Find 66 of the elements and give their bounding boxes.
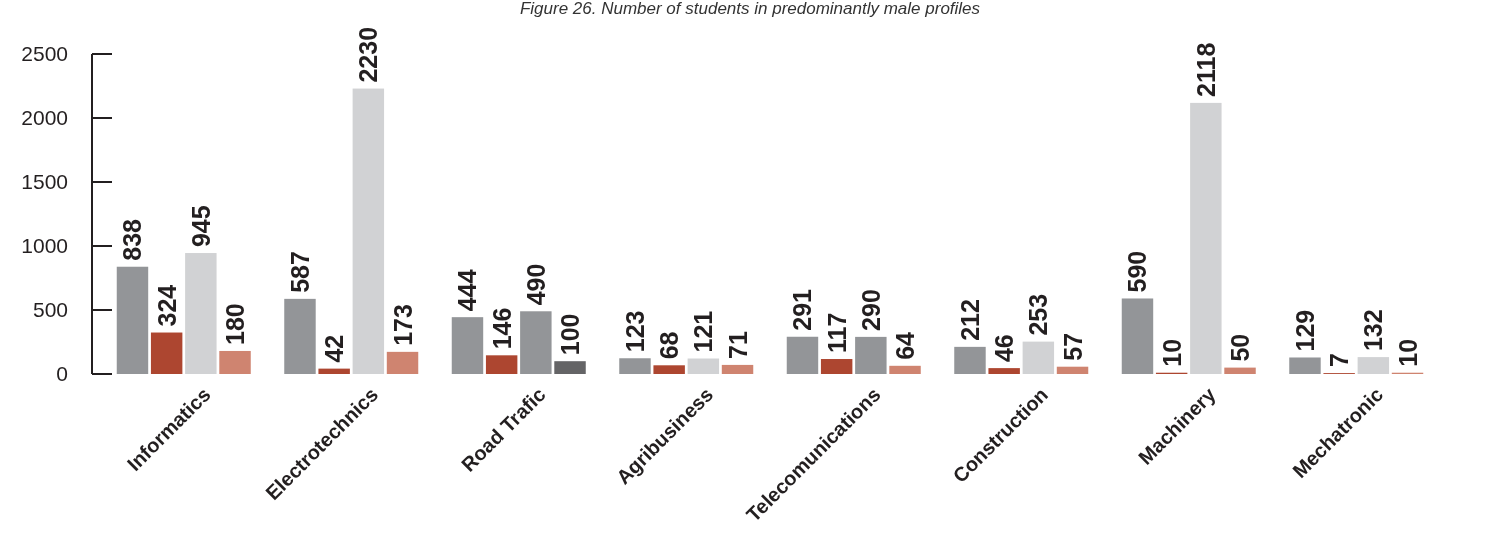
bar	[1357, 357, 1390, 374]
data-label: 132	[1359, 309, 1388, 352]
bar	[1121, 298, 1154, 374]
bar	[116, 266, 149, 374]
data-label: 173	[388, 304, 417, 346]
data-label: 123	[620, 310, 649, 353]
data-label: 64	[891, 331, 920, 360]
bar	[219, 350, 251, 374]
data-label: 180	[221, 303, 250, 345]
data-label: 7	[1325, 353, 1354, 368]
bar	[687, 358, 720, 374]
data-label: 10	[1393, 338, 1422, 367]
bar	[954, 346, 986, 374]
data-label: 945	[186, 205, 215, 248]
bar	[318, 368, 350, 374]
y-tick-label: 0	[56, 362, 68, 386]
bar	[988, 368, 1020, 374]
data-label: 253	[1024, 293, 1053, 336]
data-label: 324	[152, 284, 181, 327]
data-label: 146	[487, 307, 516, 350]
data-label: 46	[990, 334, 1019, 363]
data-label: 444	[453, 269, 482, 312]
y-tick-label: 500	[32, 298, 68, 322]
y-tick-label: 1000	[21, 234, 68, 258]
bar	[150, 332, 183, 374]
data-label: 587	[285, 251, 314, 293]
bar	[619, 358, 651, 374]
data-label: 490	[521, 263, 550, 306]
data-label: 42	[320, 334, 349, 363]
bar	[386, 351, 419, 374]
y-tick-label: 1500	[21, 170, 68, 194]
data-label: 117	[822, 312, 851, 354]
data-label: 68	[655, 331, 684, 360]
data-label: 57	[1058, 332, 1087, 361]
bar	[1190, 102, 1222, 374]
data-label: 212	[955, 299, 984, 341]
bar	[485, 355, 518, 374]
y-tick-label: 2000	[21, 106, 68, 130]
data-label: 129	[1290, 309, 1319, 352]
bar	[451, 317, 484, 374]
data-label: 2230	[354, 26, 383, 83]
bar	[1056, 366, 1089, 374]
bar	[352, 88, 385, 374]
y-tick-label: 2500	[21, 42, 68, 66]
bar	[820, 359, 853, 374]
data-label: 121	[689, 310, 718, 353]
data-label: 50	[1226, 333, 1255, 362]
chart-title: Figure 26. Number of students in predominantly male profiles	[519, 0, 981, 18]
bar	[889, 365, 921, 374]
bar	[284, 298, 316, 374]
bar	[786, 336, 819, 374]
bar	[1022, 341, 1055, 374]
data-label: 71	[723, 331, 752, 359]
data-label: 100	[556, 313, 585, 356]
bar	[721, 364, 754, 374]
bar	[185, 253, 217, 374]
data-label: 10	[1157, 338, 1186, 367]
data-label: 290	[856, 289, 885, 331]
data-label: 291	[788, 288, 817, 331]
data-label: 2118	[1191, 42, 1220, 97]
bar	[653, 365, 685, 374]
bar	[1289, 357, 1321, 374]
bar	[554, 361, 586, 374]
data-label: 838	[118, 218, 147, 261]
data-label: 590	[1123, 250, 1152, 293]
bar	[1224, 367, 1256, 374]
